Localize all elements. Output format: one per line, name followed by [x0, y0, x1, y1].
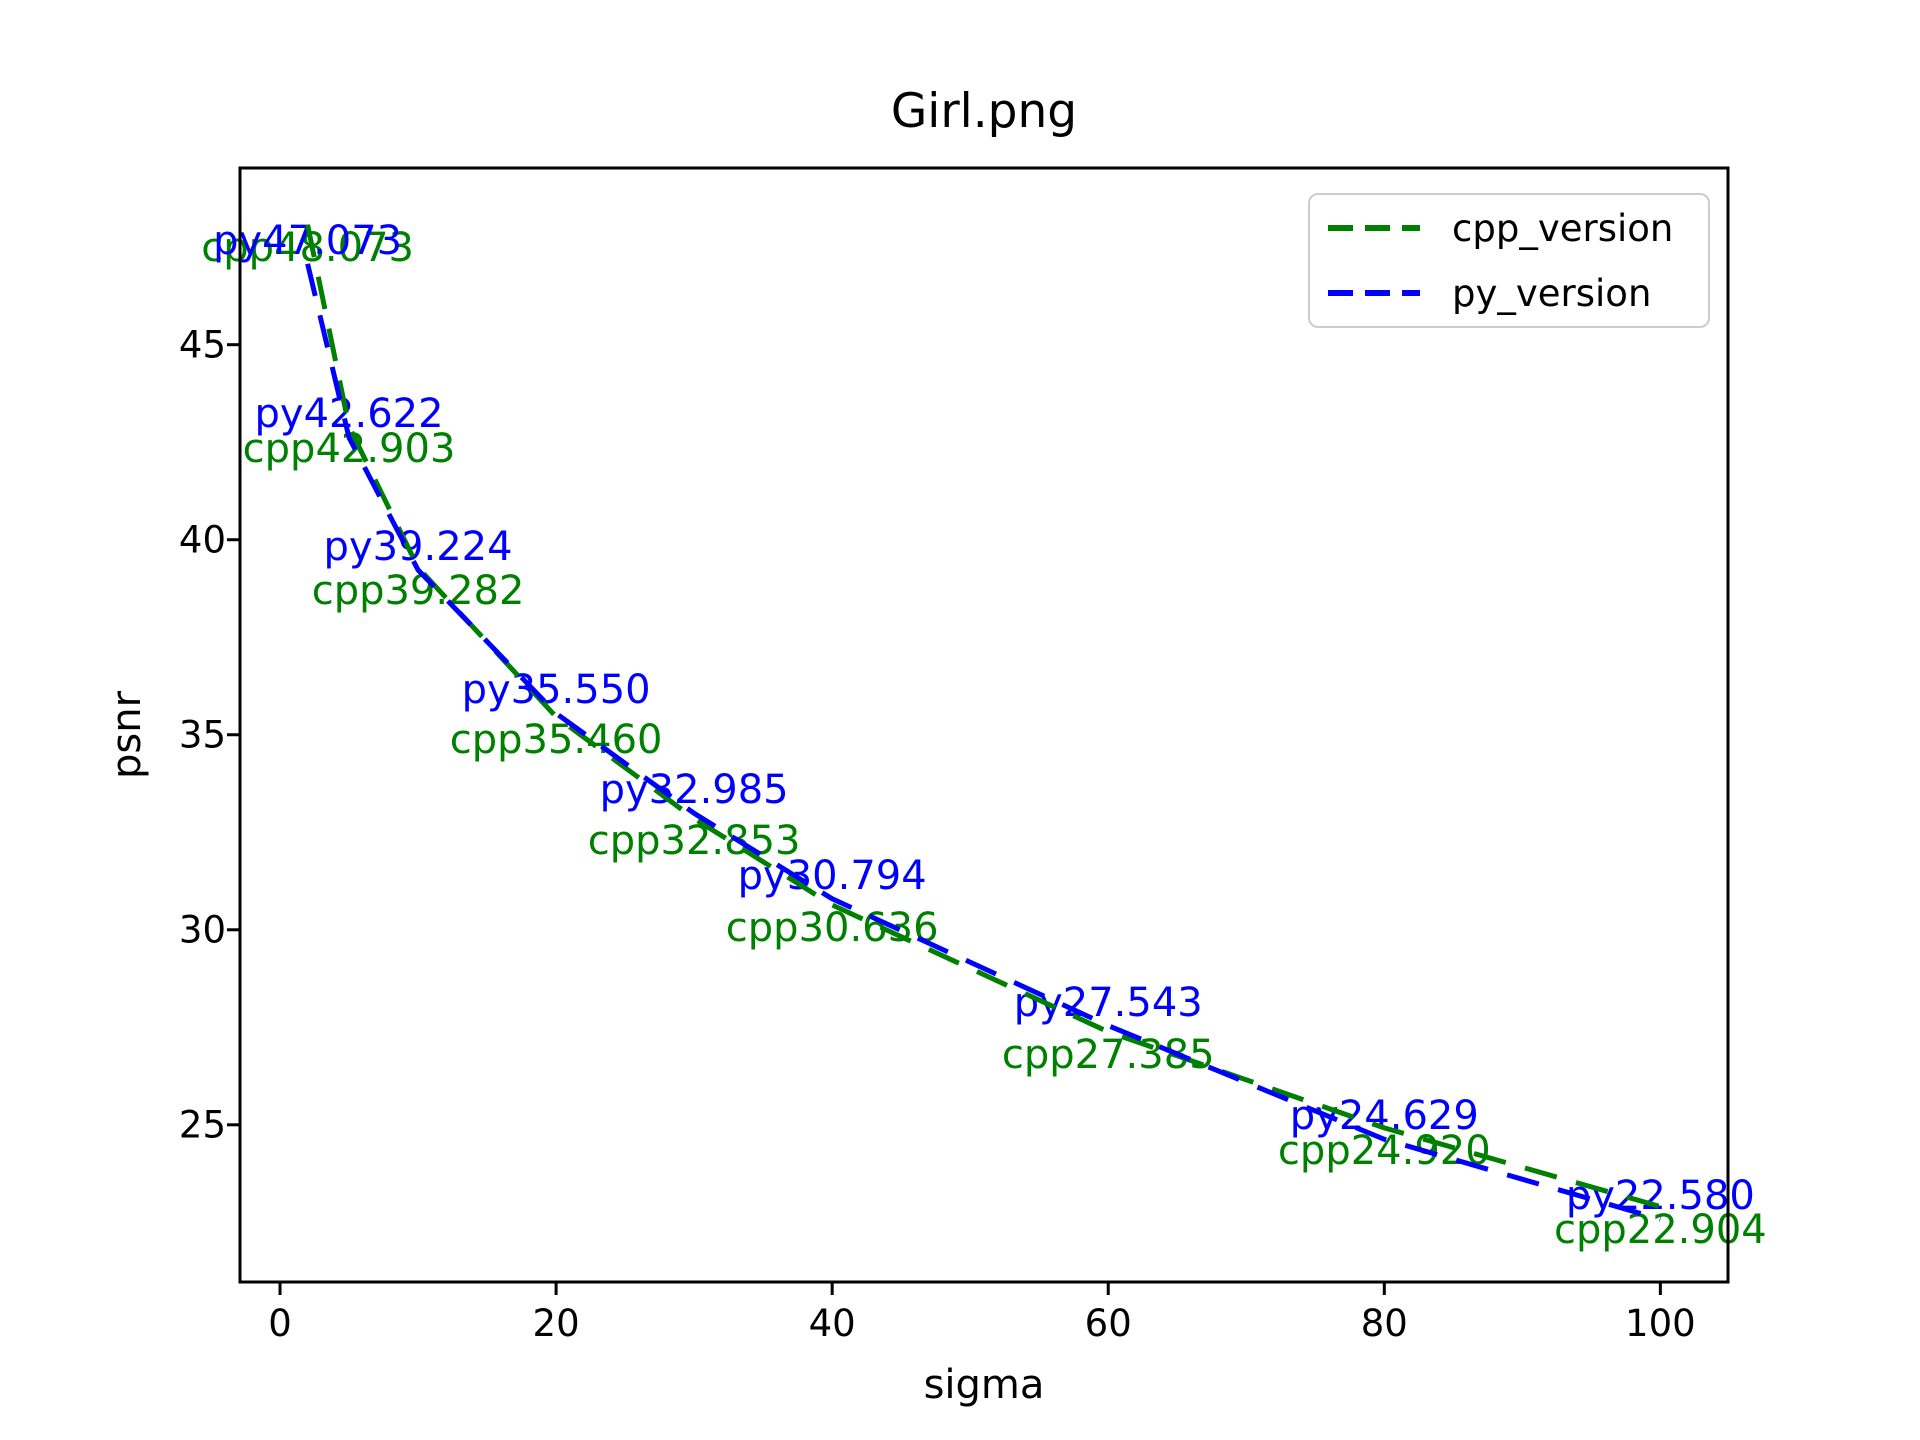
- annotation-cpp_version-sigma-60: cpp27.385: [1001, 1031, 1215, 1078]
- y-axis-title: psnr: [104, 690, 150, 780]
- annotation-cpp_version-sigma-20: cpp35.460: [449, 716, 663, 763]
- legend-label-py-version: py_version: [1452, 271, 1652, 315]
- annotation-py_version-sigma-100: py22.580: [1565, 1173, 1755, 1220]
- legend-entry-cpp-version: cpp_version: [1328, 207, 1690, 250]
- annotation-py_version-sigma-2: py47.073: [213, 217, 403, 264]
- chart-title: Girl.png: [890, 84, 1078, 139]
- annotation-py_version-sigma-60: py27.543: [1013, 979, 1203, 1026]
- x-tick-label-80: 80: [1360, 1302, 1408, 1345]
- annotation-cpp_version-sigma-40: cpp30.636: [725, 904, 939, 951]
- y-tick-label-40: 40: [178, 518, 226, 562]
- legend-line-sample-cpp-icon: [1328, 225, 1420, 231]
- x-axis-title: sigma: [923, 1362, 1045, 1408]
- y-tick-label-25: 25: [178, 1103, 226, 1147]
- legend-label-cpp-version: cpp_version: [1452, 206, 1674, 250]
- legend-line-sample-py-icon: [1328, 290, 1420, 296]
- y-tick-label-35: 35: [178, 713, 226, 757]
- x-tick-label-20: 20: [532, 1302, 580, 1345]
- x-tick-label-60: 60: [1084, 1302, 1132, 1345]
- x-tick-label-100: 100: [1625, 1302, 1696, 1345]
- y-tick-label-30: 30: [178, 908, 226, 952]
- legend-entry-py-version: py_version: [1328, 272, 1690, 315]
- annotation-py_version-sigma-30: py32.985: [599, 767, 789, 814]
- legend: cpp_version py_version: [1308, 193, 1710, 328]
- x-tick-label-0: 0: [268, 1302, 292, 1345]
- annotation-py_version-sigma-5: py42.622: [254, 391, 444, 438]
- annotation-cpp_version-sigma-10: cpp39.282: [311, 567, 525, 614]
- annotation-py_version-sigma-80: py24.629: [1289, 1093, 1479, 1140]
- annotation-py_version-sigma-40: py30.794: [737, 852, 927, 899]
- x-tick-label-40: 40: [808, 1302, 856, 1345]
- annotation-py_version-sigma-10: py39.224: [323, 523, 513, 570]
- y-tick-label-45: 45: [178, 323, 226, 367]
- annotation-py_version-sigma-20: py35.550: [461, 667, 651, 714]
